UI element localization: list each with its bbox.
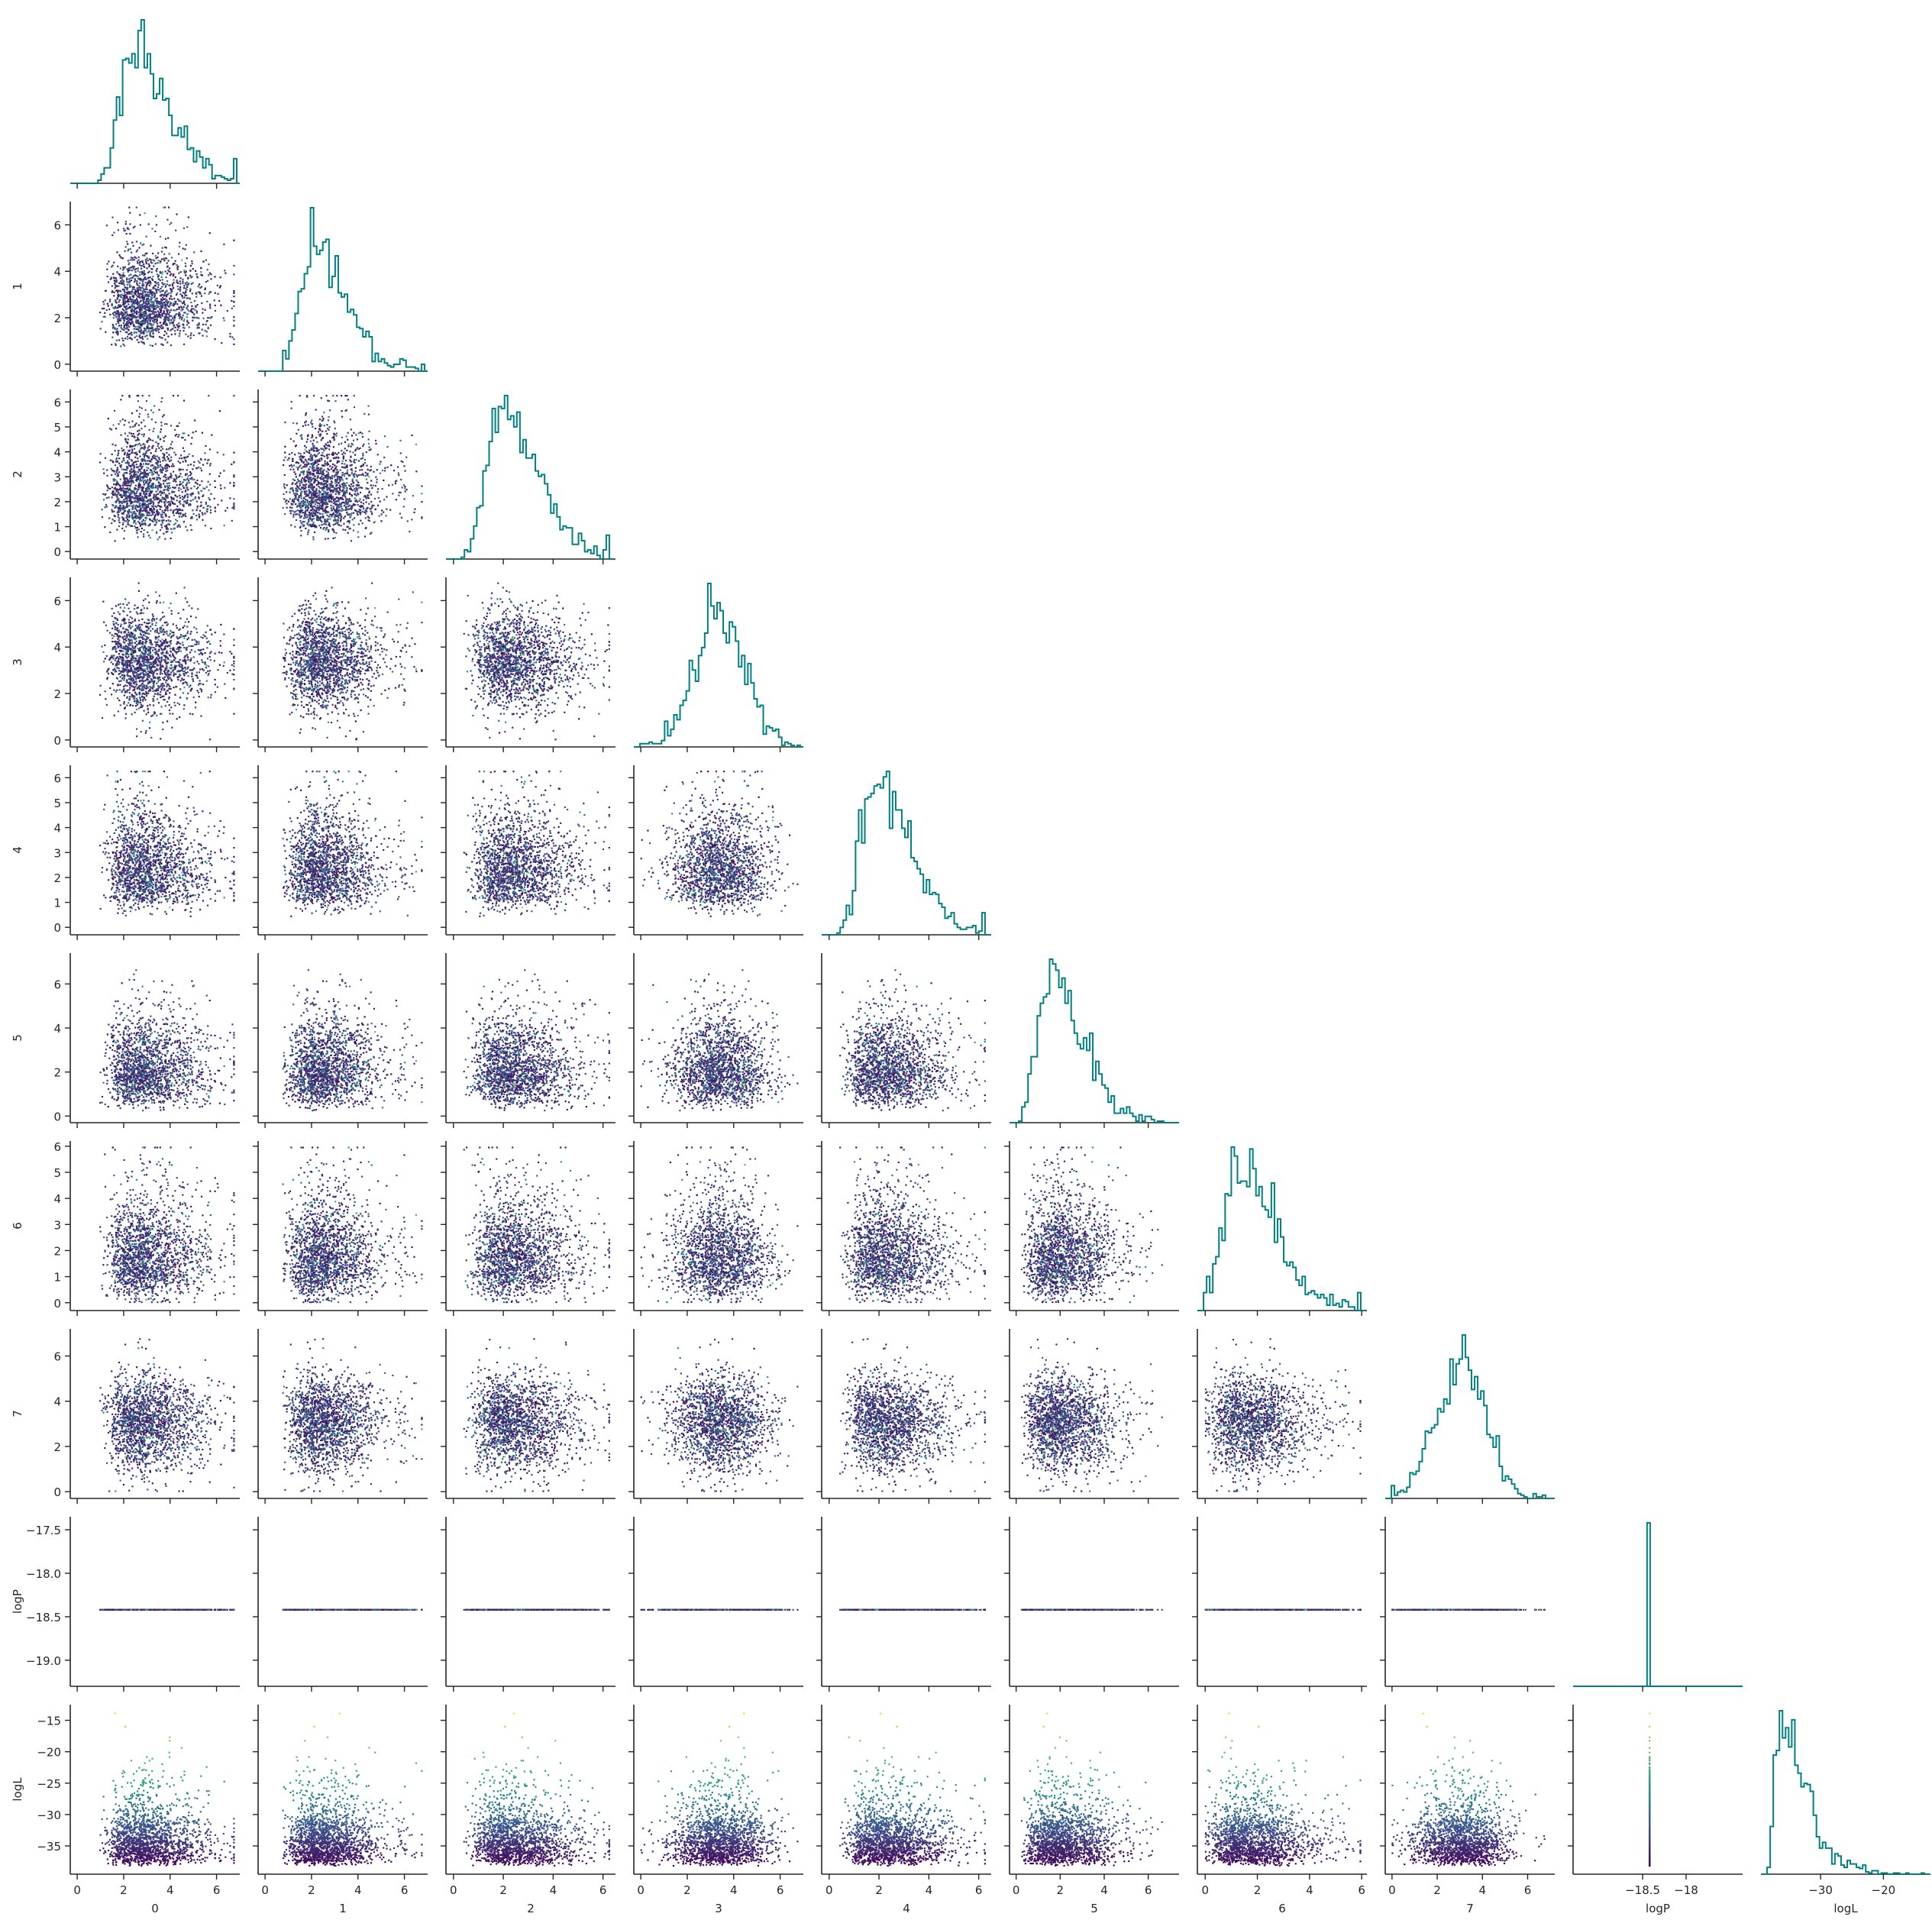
scatter-point xyxy=(190,335,192,336)
scatter-point xyxy=(150,301,152,302)
scatter-point xyxy=(157,323,158,325)
scatter-point xyxy=(186,284,188,286)
scatter-point xyxy=(108,260,109,262)
scatter-point xyxy=(185,283,186,284)
scatter-point xyxy=(180,271,182,273)
scatter-point xyxy=(152,345,153,347)
scatter-point xyxy=(109,301,111,302)
scatter-point xyxy=(161,294,163,296)
scatter-point xyxy=(113,262,115,263)
scatter-point xyxy=(170,315,172,317)
scatter-point xyxy=(192,268,194,270)
scatter-point xyxy=(148,263,150,265)
scatter-point xyxy=(210,278,212,280)
scatter-point xyxy=(202,309,203,310)
scatter-point xyxy=(191,260,192,262)
scatter-point xyxy=(126,241,128,242)
scatter-point xyxy=(171,257,173,258)
scatter-point xyxy=(182,283,183,284)
scatter-point xyxy=(166,332,167,334)
scatter-point xyxy=(137,339,138,341)
scatter-point xyxy=(233,320,234,322)
scatter-point xyxy=(154,300,156,302)
scatter-point xyxy=(134,278,136,280)
scatter-point xyxy=(176,313,177,315)
scatter-point xyxy=(179,277,181,279)
scatter-point xyxy=(162,338,163,339)
scatter-point xyxy=(169,315,170,317)
scatter-point xyxy=(164,331,166,332)
scatter-point xyxy=(133,288,134,289)
scatter-point xyxy=(166,219,168,221)
scatter-point xyxy=(191,305,192,307)
scatter-point xyxy=(192,320,193,322)
scatter-point xyxy=(227,310,228,312)
corner-plot: 0246101234562024630123456402465012345660… xyxy=(0,0,1932,1920)
scatter-point xyxy=(193,335,195,336)
scatter-point xyxy=(157,273,158,275)
histogram-0 xyxy=(70,20,240,183)
scatter-point xyxy=(146,263,147,264)
scatter-point xyxy=(130,259,131,260)
scatter-point xyxy=(138,247,140,248)
scatter-point xyxy=(133,245,134,247)
scatter-point xyxy=(125,246,127,247)
scatter-point xyxy=(157,311,159,312)
scatter-point xyxy=(149,334,150,335)
scatter-point xyxy=(125,223,127,225)
scatter-point xyxy=(148,223,150,225)
scatter-point xyxy=(214,276,215,277)
scatter-point xyxy=(188,283,189,284)
scatter-point xyxy=(146,267,147,269)
scatter-point xyxy=(115,323,117,325)
scatter-point xyxy=(210,325,212,326)
scatter-point xyxy=(134,266,135,267)
scatter-point xyxy=(170,319,172,321)
scatter-point xyxy=(201,302,202,304)
scatter-point xyxy=(160,344,162,345)
scatter-point xyxy=(168,260,170,261)
scatter-point xyxy=(183,330,184,331)
scatter-point xyxy=(128,303,129,305)
scatter-point xyxy=(133,267,134,269)
scatter-point xyxy=(118,254,120,256)
scatter-point xyxy=(186,257,188,259)
scatter-point xyxy=(185,265,186,267)
scatter-point xyxy=(165,276,166,278)
scatter-point xyxy=(166,313,168,315)
scatter-point xyxy=(206,331,208,332)
scatter-point xyxy=(126,289,128,290)
scatter-point xyxy=(161,258,163,260)
panel-1-vs-0: 02461 xyxy=(11,202,240,377)
scatter-point xyxy=(111,344,112,345)
scatter-point xyxy=(176,303,178,305)
scatter-point xyxy=(144,254,145,256)
scatter-point xyxy=(206,335,208,337)
scatter-point xyxy=(137,262,138,263)
scatter-point xyxy=(145,261,147,263)
scatter-point xyxy=(157,262,158,263)
scatter-point xyxy=(128,267,130,269)
scatter-point xyxy=(180,309,182,311)
scatter-point xyxy=(116,340,118,341)
scatter-point xyxy=(115,302,117,303)
scatter-point xyxy=(186,313,188,315)
scatter-point xyxy=(229,336,231,338)
scatter-point xyxy=(158,260,160,261)
panel-0-vs-0 xyxy=(70,20,240,189)
scatter-point xyxy=(120,345,121,347)
scatter-point xyxy=(204,293,205,294)
scatter-point xyxy=(188,216,189,218)
scatter-point xyxy=(133,292,134,293)
scatter-point xyxy=(160,288,161,289)
scatter-point xyxy=(214,299,215,301)
